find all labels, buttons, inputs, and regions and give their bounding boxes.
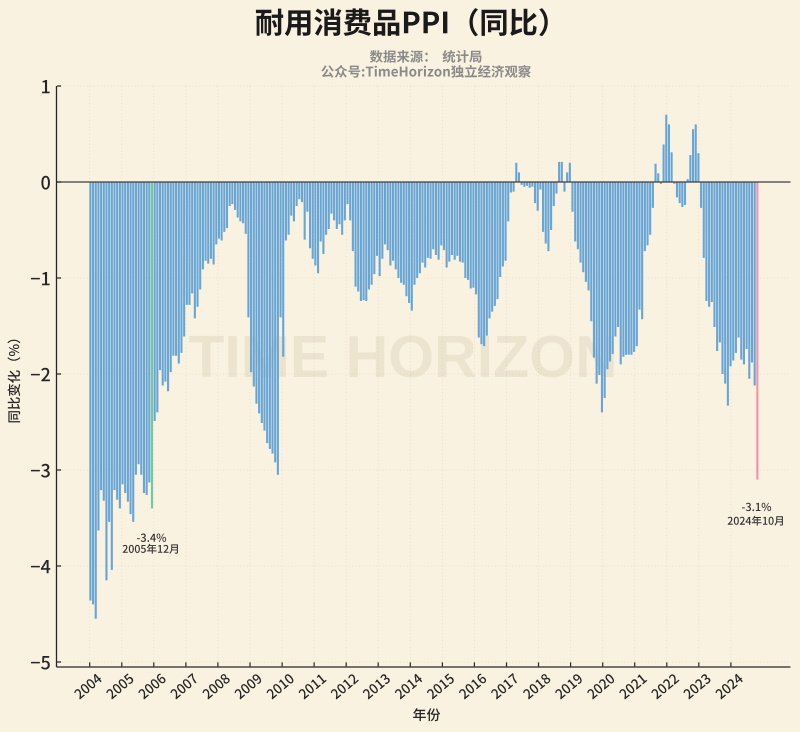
svg-text:TIME HORIZON: TIME HORIZON bbox=[188, 324, 617, 390]
